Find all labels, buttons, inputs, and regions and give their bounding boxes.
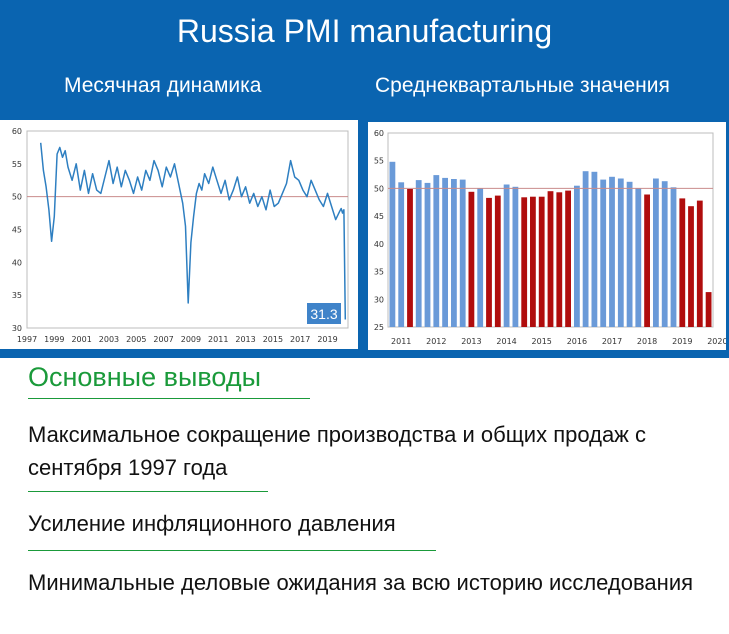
quarter-bar xyxy=(494,195,501,327)
x-tick-label: 2014 xyxy=(496,337,516,346)
quarter-bar xyxy=(635,188,642,327)
quarter-bar xyxy=(609,176,615,327)
quarter-bar xyxy=(617,178,624,327)
plot-frame xyxy=(26,130,349,329)
quarterly-bar-chart: 25 30 35 40 45 50 55 60 2011 2012 2013 2014 2015 2016… xyxy=(374,129,726,346)
quarter-bar xyxy=(486,197,492,327)
x-tick-label: 2011 xyxy=(208,335,228,344)
quarter-bar xyxy=(705,292,712,327)
quarter-bar xyxy=(547,191,554,327)
quarter-bar xyxy=(574,185,580,327)
quarterly-chart-panel: 25 30 35 40 45 50 55 60 2011 2012 2013 2014 2015 2016… xyxy=(368,122,726,350)
x-tick-label: 2012 xyxy=(426,337,446,346)
quarter-bar xyxy=(407,189,413,327)
x-tick-label: 2020 xyxy=(707,337,726,346)
x-tick-label: 1997 xyxy=(17,335,37,344)
x-tick-label: 2013 xyxy=(461,337,481,346)
last-value-label-bg xyxy=(307,303,341,324)
x-tick-label: 2019 xyxy=(672,337,692,346)
x-tick-label: 2017 xyxy=(290,335,310,344)
y-tick-label: 55 xyxy=(374,157,384,166)
quarter-bar xyxy=(582,171,589,327)
y-tick-label: 40 xyxy=(374,240,384,249)
quarter-bar xyxy=(644,194,650,327)
y-tick-label: 35 xyxy=(12,291,22,300)
conclusions-heading: Основные выводы xyxy=(28,362,261,392)
x-tick-label: 2019 xyxy=(317,335,337,344)
conclusion-item-1: Максимальное сокращение производства и о… xyxy=(28,422,647,480)
y-tick-label: 45 xyxy=(12,226,22,235)
monthly-line-chart: 30 35 40 45 50 55 60 1997 1999 2001 2003 2005 2007 20… xyxy=(12,127,349,344)
x-tick-label: 2018 xyxy=(637,337,657,346)
quarter-bar xyxy=(433,175,440,327)
quarter-bar xyxy=(521,197,528,327)
x-tick-label: 1999 xyxy=(44,335,64,344)
quarter-bar xyxy=(415,180,422,327)
x-tick-label: 2001 xyxy=(71,335,91,344)
y-tick-label: 30 xyxy=(12,324,22,333)
quarter-bar xyxy=(451,179,457,327)
x-tick-label: 2017 xyxy=(602,337,622,346)
x-tick-label: 2015 xyxy=(532,337,552,346)
x-tick-label: 2015 xyxy=(263,335,283,344)
pmi-monthly-series-line xyxy=(39,142,347,320)
quarter-bar xyxy=(398,182,405,327)
item-2-underline xyxy=(28,550,436,551)
right-chart-subtitle: Среднеквартальные значения xyxy=(375,74,670,97)
x-tick-label: 2005 xyxy=(126,335,146,344)
x-tick-label: 2013 xyxy=(235,335,255,344)
conclusions-panel xyxy=(0,358,729,634)
monthly-chart-panel: 30 35 40 45 50 55 60 1997 1999 2001 2003 2005 2007 20… xyxy=(0,120,358,349)
quarter-bar xyxy=(670,187,677,327)
quarter-bar xyxy=(600,179,607,327)
y-tick-label: 35 xyxy=(374,268,384,277)
x-tick-label: 2011 xyxy=(391,337,411,346)
y-tick-label: 55 xyxy=(12,160,22,169)
quarter-bar xyxy=(688,206,694,327)
quarter-bar xyxy=(530,196,536,327)
y-tick-label: 25 xyxy=(374,323,384,332)
quarter-bar xyxy=(653,178,659,327)
y-tick-label: 45 xyxy=(374,212,384,221)
quarter-bar xyxy=(389,161,396,327)
y-tick-label: 60 xyxy=(374,129,384,138)
page-title: Russia PMI manufacturing xyxy=(176,12,553,49)
quarter-bar xyxy=(503,184,510,327)
y-tick-label: 40 xyxy=(12,258,22,267)
last-value-label: 31.3 xyxy=(310,306,337,322)
quarter-bar xyxy=(468,191,475,327)
quarter-bar xyxy=(661,181,668,327)
quarter-bar xyxy=(696,200,703,327)
quarter-bar xyxy=(442,177,448,327)
conclusion-item-3: Минимальные деловые ожидания за всю исто… xyxy=(28,570,694,595)
quarter-bar xyxy=(424,182,431,327)
quarter-bar xyxy=(679,198,686,327)
quarter-bar xyxy=(556,192,563,327)
y-tick-label: 50 xyxy=(374,184,384,193)
quarter-bar xyxy=(477,188,484,327)
y-tick-label: 60 xyxy=(12,127,22,136)
heading-underline xyxy=(28,398,310,399)
quarter-bar xyxy=(591,171,598,327)
item-1-underline xyxy=(28,491,268,492)
y-tick-label: 30 xyxy=(374,295,384,304)
quarter-bar xyxy=(512,186,519,327)
quarter-bar xyxy=(538,196,545,327)
x-tick-label: 2009 xyxy=(181,335,201,344)
x-tick-label: 2016 xyxy=(567,337,587,346)
x-tick-label: 2003 xyxy=(99,335,119,344)
conclusion-item-2: Усиление инфляционного давления xyxy=(28,511,396,536)
y-tick-label: 50 xyxy=(12,193,22,202)
quarter-bar xyxy=(565,190,571,327)
quarter-bar xyxy=(626,181,633,327)
left-chart-subtitle: Месячная динамика xyxy=(64,74,262,97)
quarter-bar xyxy=(459,179,466,327)
x-tick-label: 2007 xyxy=(153,335,173,344)
